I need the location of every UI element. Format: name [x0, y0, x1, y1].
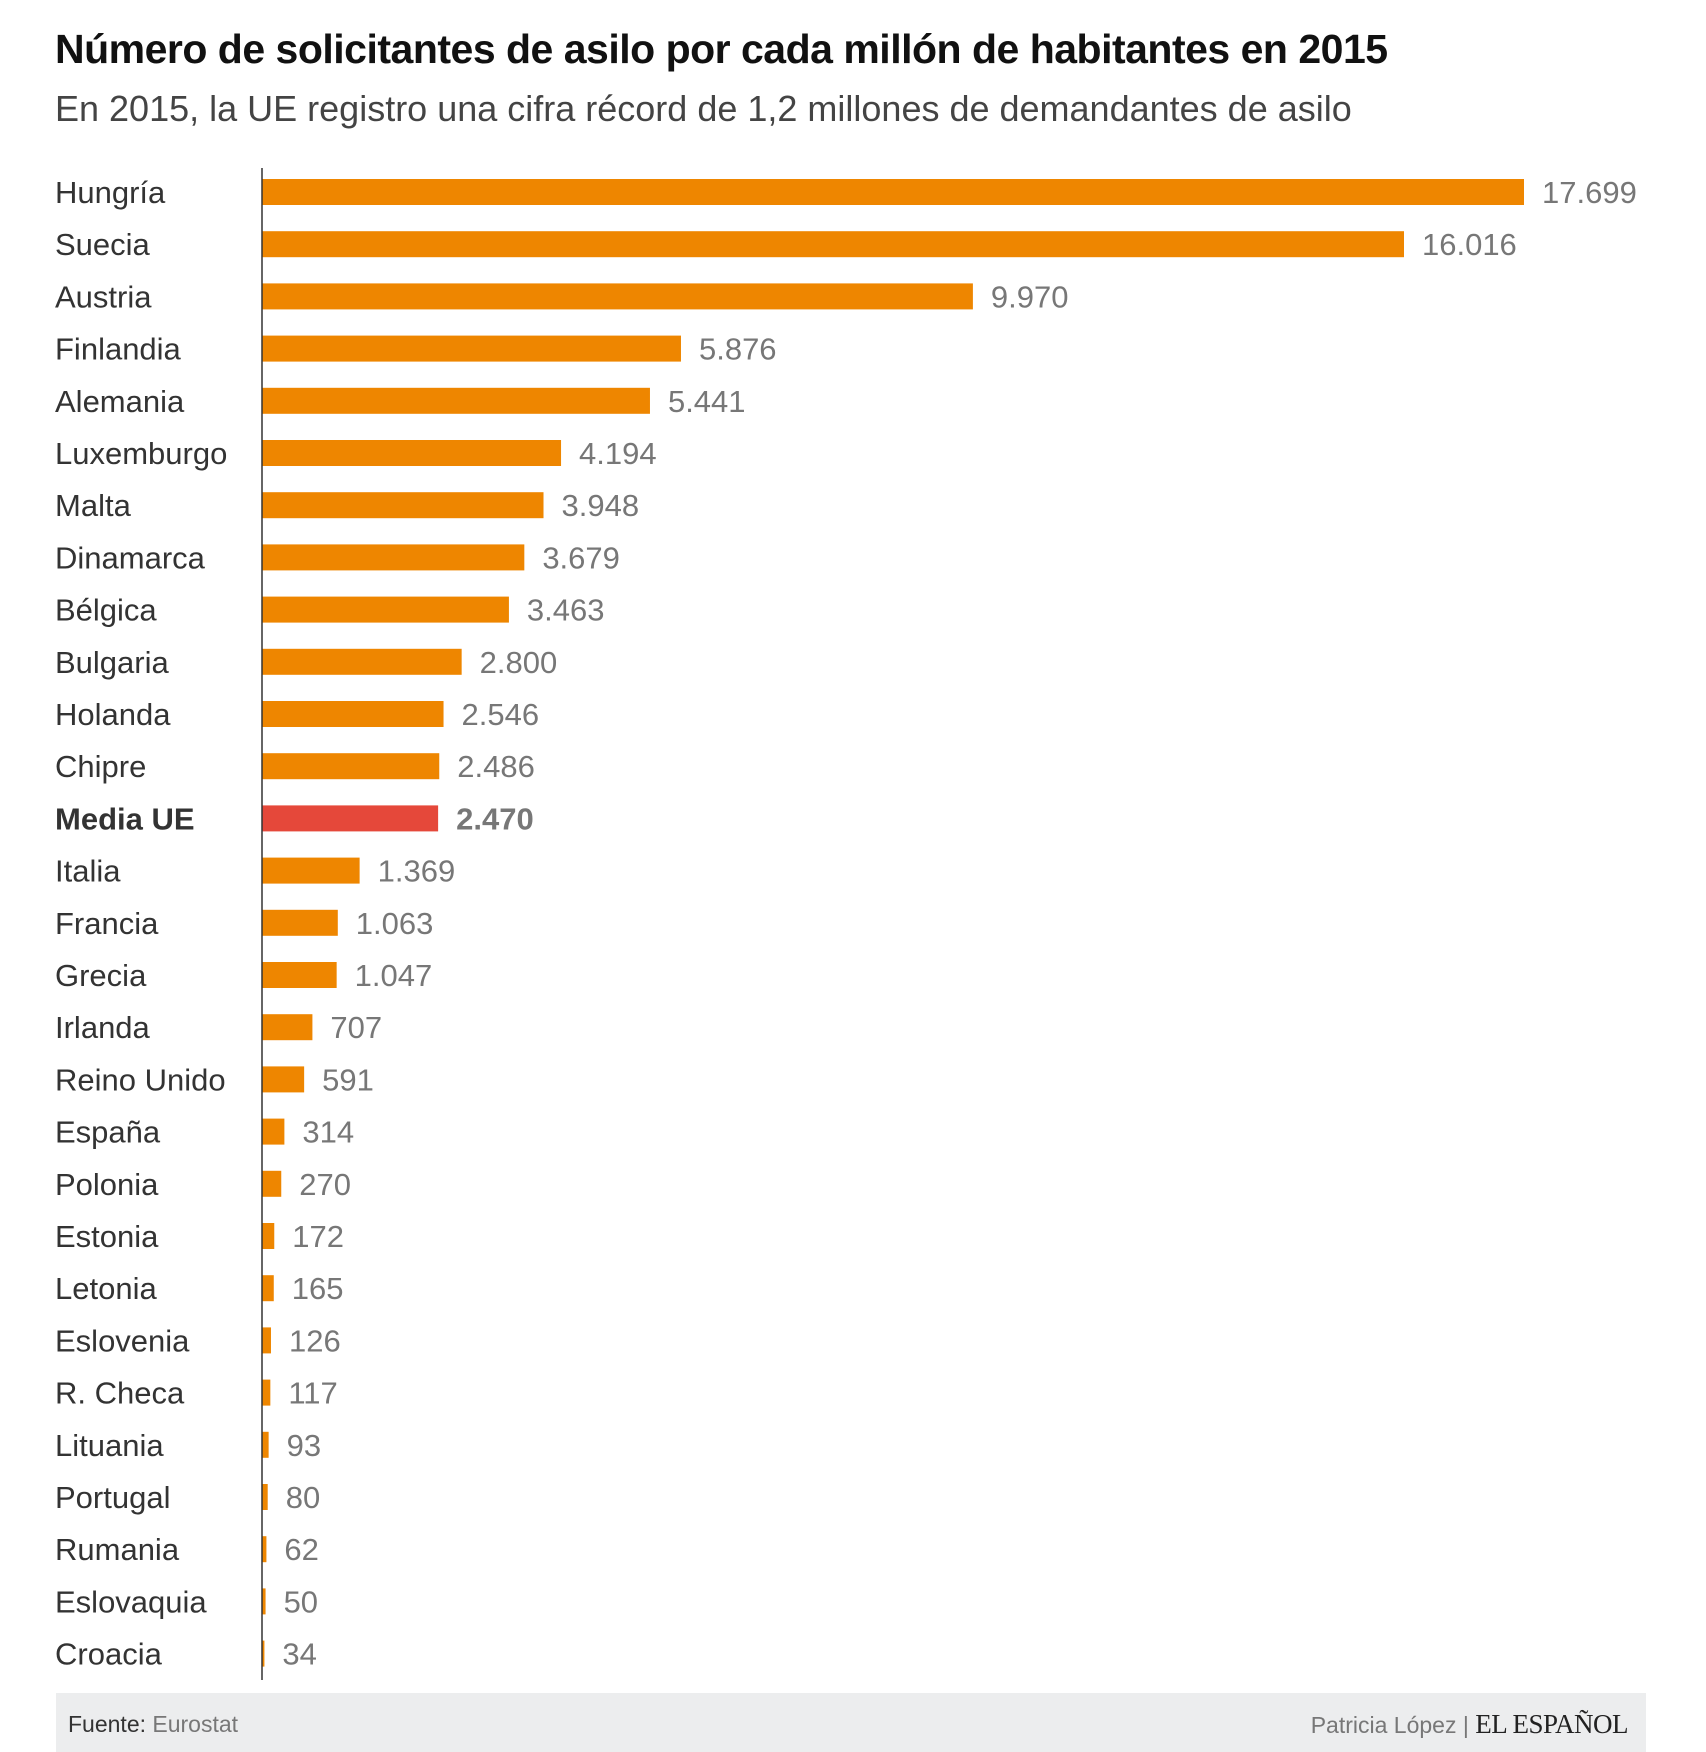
category-label: Italia	[55, 854, 121, 889]
bar	[262, 805, 439, 832]
value-label: 4.194	[579, 436, 657, 471]
value-label: 2.800	[480, 645, 558, 680]
category-label: Chipre	[55, 749, 146, 784]
value-label: 2.546	[462, 697, 540, 732]
category-label: Dinamarca	[55, 540, 206, 575]
bar	[262, 1118, 285, 1145]
bar	[262, 909, 338, 936]
category-label: Bélgica	[55, 593, 157, 628]
bar	[262, 857, 360, 884]
value-label: 3.463	[527, 593, 605, 628]
category-label: Bulgaria	[55, 645, 169, 680]
value-label: 5.876	[699, 332, 777, 367]
category-label: Estonia	[55, 1219, 159, 1254]
category-label: Malta	[55, 488, 132, 523]
source: Fuente: Eurostat	[68, 1711, 238, 1738]
category-label: R. Checa	[55, 1376, 185, 1411]
bar	[262, 701, 444, 727]
value-label: 1.369	[378, 854, 456, 889]
credit: Patricia López | EL ESPAÑOL	[1310, 1709, 1629, 1740]
bar	[262, 962, 337, 988]
value-label: 3.679	[542, 540, 620, 575]
category-label: Suecia	[55, 227, 151, 262]
category-label: Eslovenia	[55, 1323, 190, 1358]
bar	[262, 1275, 274, 1302]
author: Patricia López |	[1310, 1712, 1469, 1738]
bar	[262, 1484, 268, 1510]
bar	[262, 387, 650, 414]
value-label: 50	[284, 1584, 318, 1619]
value-label: 2.486	[457, 749, 535, 784]
bar	[262, 1327, 271, 1354]
category-label: Finlandia	[55, 332, 182, 367]
category-label: Polonia	[55, 1167, 159, 1202]
footer: Fuente: Eurostat Patricia López | EL ESP…	[56, 1693, 1646, 1752]
bar	[262, 1066, 305, 1093]
category-label: Hungría	[55, 175, 166, 210]
category-label: Croacia	[55, 1637, 163, 1672]
value-label: 591	[322, 1062, 374, 1097]
chart-subtitle: En 2015, la UE registro una cifra récord…	[55, 88, 1352, 129]
value-label: 314	[302, 1115, 354, 1150]
bar	[262, 1640, 265, 1667]
value-label: 1.063	[356, 906, 434, 941]
value-label: 117	[288, 1376, 337, 1411]
category-label: Eslovaquia	[55, 1584, 207, 1619]
bar	[262, 1014, 313, 1041]
source-label: Fuente:	[68, 1711, 146, 1737]
bar	[262, 1588, 266, 1615]
bar	[262, 231, 1404, 258]
value-label: 17.699	[1542, 175, 1637, 210]
category-label: Lituania	[55, 1428, 164, 1463]
bar	[262, 440, 562, 466]
value-label: 2.470	[456, 801, 534, 836]
bar	[262, 1431, 269, 1458]
bar	[262, 544, 525, 571]
bar	[262, 283, 973, 310]
source-value: Eurostat	[152, 1711, 239, 1737]
value-label: 172	[292, 1219, 344, 1254]
value-label: 5.441	[668, 384, 746, 419]
value-label: 93	[287, 1428, 321, 1463]
value-label: 270	[299, 1167, 351, 1202]
bar	[262, 335, 681, 362]
value-label: 165	[292, 1271, 344, 1306]
logo: EL ESPAÑOL	[1475, 1709, 1628, 1739]
value-label: 16.016	[1422, 227, 1517, 262]
value-label: 707	[330, 1010, 382, 1045]
category-label: Portugal	[55, 1480, 170, 1515]
category-label: Austria	[55, 279, 152, 314]
bar	[262, 1536, 267, 1563]
category-label: Reino Unido	[55, 1062, 226, 1097]
category-label: Rumania	[55, 1532, 180, 1567]
value-label: 9.970	[991, 279, 1069, 314]
category-label: Alemania	[55, 384, 185, 419]
category-label: Francia	[55, 906, 159, 941]
value-label: 126	[289, 1323, 341, 1358]
category-label: Holanda	[55, 697, 171, 732]
bar	[262, 1170, 282, 1197]
category-label: Irlanda	[55, 1010, 151, 1045]
bar	[262, 492, 544, 519]
category-label: Grecia	[55, 958, 147, 993]
value-label: 80	[286, 1480, 320, 1515]
value-label: 1.047	[355, 958, 433, 993]
bar	[262, 1379, 271, 1406]
category-label: Letonia	[55, 1271, 157, 1306]
value-label: 3.948	[562, 488, 640, 523]
value-label: 34	[282, 1637, 316, 1672]
bar	[262, 1223, 275, 1249]
category-label: España	[55, 1115, 161, 1150]
bar	[262, 596, 509, 623]
value-label: 62	[284, 1532, 318, 1567]
category-label: Media UE	[55, 801, 195, 836]
category-label: Luxemburgo	[55, 436, 227, 471]
chart-title: Número de solicitantes de asilo por cada…	[55, 26, 1388, 72]
bar	[262, 179, 1524, 205]
bar-chart: Hungría 17.699 Suecia 16.016 Austria 9.970 Fin…	[55, 168, 1637, 1680]
bar	[262, 753, 440, 780]
bar	[262, 648, 462, 675]
